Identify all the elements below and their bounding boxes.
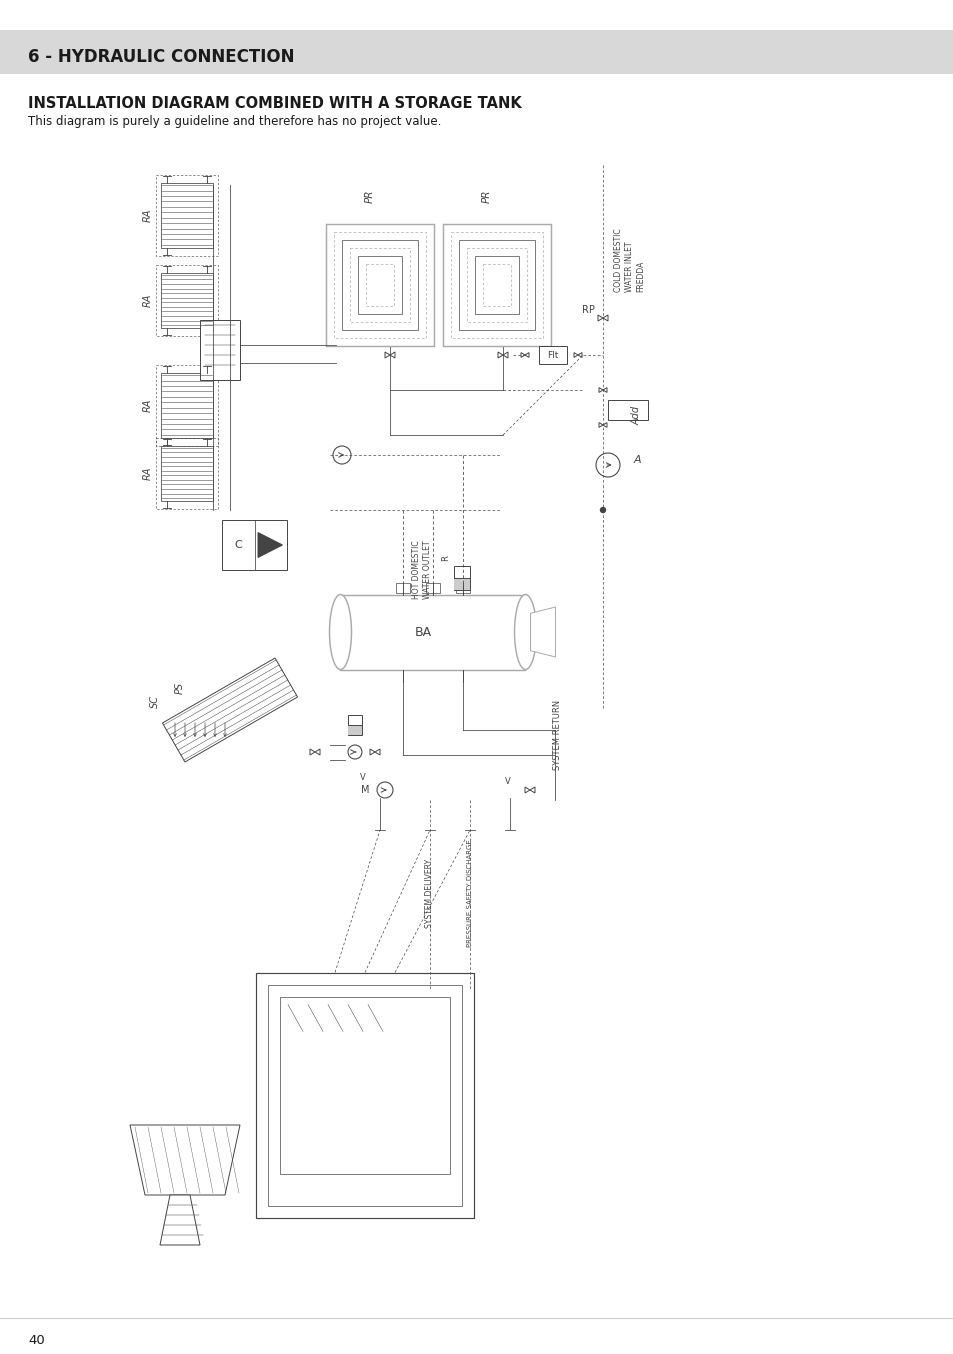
Bar <box>348 724 361 735</box>
Text: RA: RA <box>143 398 152 412</box>
Bar <box>0 30 953 74</box>
Bar <box>475 256 518 314</box>
Text: C: C <box>234 540 242 550</box>
Bar <box>222 520 287 570</box>
Text: RA: RA <box>143 466 152 479</box>
Polygon shape <box>375 749 379 756</box>
Text: V: V <box>359 773 366 783</box>
Polygon shape <box>602 387 606 393</box>
Text: This diagram is purely a guideline and therefore has no project value.: This diagram is purely a guideline and t… <box>28 115 441 129</box>
Bar <box>395 582 410 593</box>
Polygon shape <box>502 352 507 357</box>
Polygon shape <box>602 422 606 428</box>
Bar <box>326 223 434 347</box>
Text: SYSTEM DELIVERY: SYSTEM DELIVERY <box>425 858 434 927</box>
Bar <box>607 399 647 420</box>
Polygon shape <box>524 787 530 793</box>
Bar <box>458 240 535 330</box>
Text: RA: RA <box>143 294 152 307</box>
Polygon shape <box>310 749 314 756</box>
Circle shape <box>376 783 393 798</box>
Bar <box>426 582 439 593</box>
Bar <box>161 272 213 328</box>
Circle shape <box>596 454 619 477</box>
Bar <box>161 183 213 248</box>
Polygon shape <box>598 387 602 393</box>
Ellipse shape <box>514 594 536 669</box>
Bar <box>350 248 410 322</box>
Circle shape <box>333 445 351 464</box>
Bar <box>456 582 470 593</box>
Circle shape <box>599 508 605 513</box>
Polygon shape <box>602 315 607 321</box>
Bar <box>357 256 401 314</box>
Bar <box>442 223 551 347</box>
Text: PR: PR <box>365 190 375 203</box>
Bar <box>156 364 218 445</box>
Bar <box>451 232 542 338</box>
Text: Flt: Flt <box>547 351 558 360</box>
Bar <box>200 320 240 380</box>
Text: PS: PS <box>174 682 185 695</box>
Bar <box>348 715 361 735</box>
Polygon shape <box>390 352 395 357</box>
Text: 40: 40 <box>28 1334 45 1346</box>
Polygon shape <box>530 607 555 657</box>
Text: PRESSURE SAFETY DISCHARGE: PRESSURE SAFETY DISCHARGE <box>467 839 473 946</box>
Text: INSTALLATION DIAGRAM COMBINED WITH A STORAGE TANK: INSTALLATION DIAGRAM COMBINED WITH A STO… <box>28 96 521 111</box>
Bar <box>340 594 525 669</box>
Text: 6 - HYDRAULIC CONNECTION: 6 - HYDRAULIC CONNECTION <box>28 47 294 66</box>
Bar <box>341 240 417 330</box>
Text: COLD DOMESTIC
WATER INLET
FREDDA: COLD DOMESTIC WATER INLET FREDDA <box>614 229 644 292</box>
Polygon shape <box>598 422 602 428</box>
Text: V: V <box>504 777 511 787</box>
Text: SC: SC <box>150 696 160 708</box>
Polygon shape <box>385 352 390 357</box>
Polygon shape <box>598 315 602 321</box>
Bar <box>161 445 213 501</box>
Polygon shape <box>520 352 524 357</box>
Polygon shape <box>578 352 581 357</box>
Bar <box>334 232 426 338</box>
Polygon shape <box>497 352 502 357</box>
Bar <box>156 175 218 256</box>
Text: RP: RP <box>581 305 595 315</box>
Text: A: A <box>633 455 640 464</box>
Ellipse shape <box>329 594 351 669</box>
Polygon shape <box>574 352 578 357</box>
Polygon shape <box>257 532 282 558</box>
Text: SYSTEM RETURN: SYSTEM RETURN <box>553 700 562 770</box>
Bar <box>454 566 470 590</box>
Bar <box>467 248 526 322</box>
Text: R: R <box>441 555 450 561</box>
Polygon shape <box>130 1125 240 1196</box>
Text: Add: Add <box>631 405 641 425</box>
Text: BA: BA <box>414 626 431 639</box>
Text: PR: PR <box>481 190 492 203</box>
Polygon shape <box>530 787 535 793</box>
Bar <box>156 437 218 509</box>
Bar <box>161 372 213 437</box>
Bar <box>280 997 450 1174</box>
Text: RA: RA <box>143 209 152 222</box>
Bar <box>255 972 474 1217</box>
Circle shape <box>348 745 361 760</box>
Polygon shape <box>162 658 297 762</box>
Bar <box>366 264 394 306</box>
Bar <box>538 347 566 364</box>
Bar <box>454 578 470 590</box>
Bar <box>482 264 511 306</box>
Polygon shape <box>524 352 529 357</box>
Bar <box>156 264 218 336</box>
Polygon shape <box>370 749 375 756</box>
Text: M: M <box>360 785 369 795</box>
Polygon shape <box>314 749 319 756</box>
Bar <box>268 984 461 1205</box>
Polygon shape <box>160 1196 200 1244</box>
Text: HOT DOMESTIC
WATER OUTLET: HOT DOMESTIC WATER OUTLET <box>412 540 432 600</box>
